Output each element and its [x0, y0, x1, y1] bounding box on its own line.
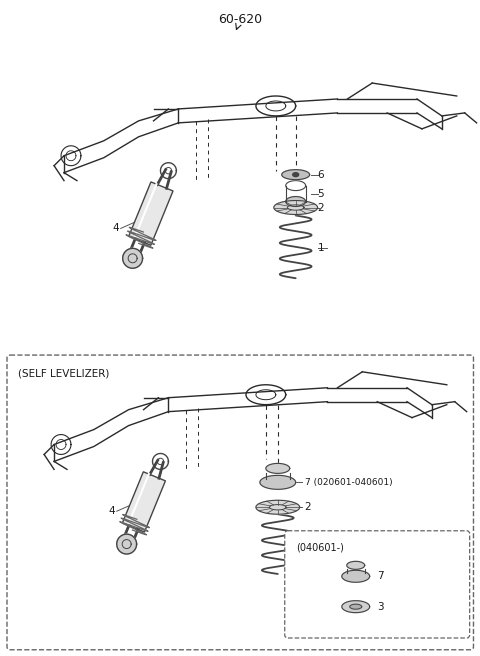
Polygon shape [274, 201, 318, 215]
Polygon shape [266, 463, 290, 474]
Polygon shape [260, 476, 296, 489]
Polygon shape [129, 182, 173, 245]
Text: 7 (020601-040601): 7 (020601-040601) [305, 478, 392, 487]
Polygon shape [282, 170, 310, 180]
Text: (SELF LEVELIZER): (SELF LEVELIZER) [18, 369, 109, 379]
Text: 1: 1 [318, 243, 324, 253]
Polygon shape [342, 570, 370, 583]
Text: 5: 5 [318, 188, 324, 199]
Text: 3: 3 [378, 602, 384, 611]
Polygon shape [122, 472, 166, 532]
Polygon shape [350, 604, 362, 609]
Text: (040601-): (040601-) [296, 543, 344, 553]
Polygon shape [117, 534, 137, 554]
Text: 2: 2 [305, 502, 311, 512]
Polygon shape [342, 601, 370, 613]
Text: 4: 4 [113, 224, 120, 234]
Polygon shape [347, 562, 365, 569]
Polygon shape [256, 501, 300, 514]
Polygon shape [123, 249, 143, 268]
Text: 7: 7 [378, 571, 384, 581]
Text: 2: 2 [318, 203, 324, 213]
Text: 1: 1 [305, 542, 311, 552]
Polygon shape [293, 173, 299, 176]
FancyBboxPatch shape [285, 531, 469, 638]
FancyBboxPatch shape [7, 355, 473, 649]
Polygon shape [286, 197, 306, 207]
Text: 60-620: 60-620 [218, 13, 262, 26]
Text: 6: 6 [318, 170, 324, 180]
Text: 4: 4 [109, 506, 115, 516]
